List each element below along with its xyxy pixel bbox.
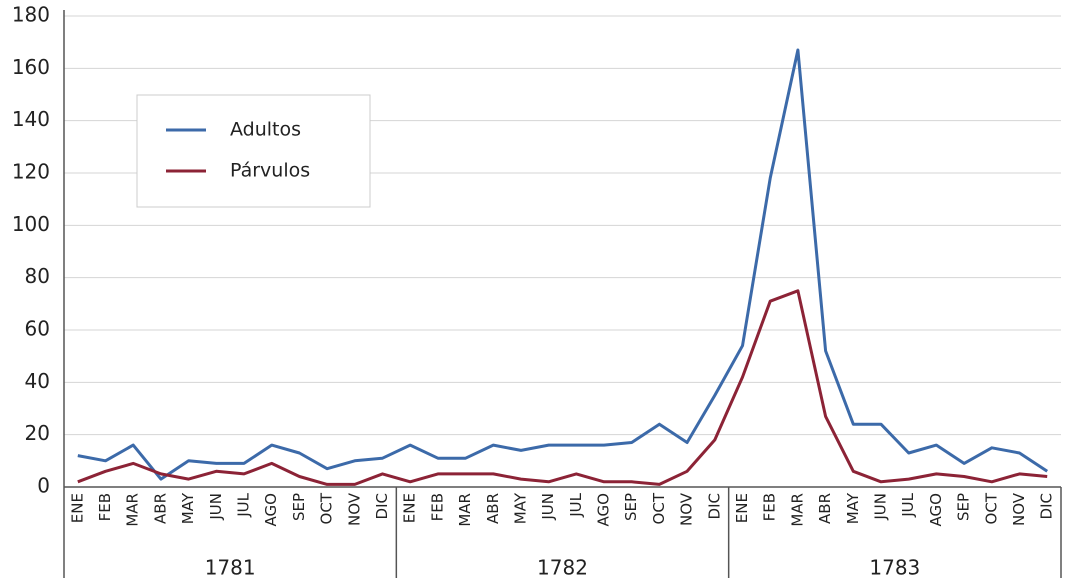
x-tick-label: MAR — [456, 493, 474, 527]
x-tick-label: ENE — [401, 493, 419, 523]
y-tick-label: 180 — [12, 3, 50, 27]
series-line — [77, 48, 1049, 481]
series-line — [77, 289, 1048, 486]
x-tick-label: NOV — [678, 492, 696, 526]
y-tick-label: 100 — [12, 212, 50, 236]
x-tick-label: MAR — [788, 493, 806, 527]
x-tick-label: FEB — [96, 493, 114, 521]
x-tick-label: ENE — [733, 493, 751, 523]
y-tick-label: 120 — [12, 160, 50, 184]
y-tick-label: 40 — [25, 369, 50, 393]
x-tick-label: ABR — [151, 493, 169, 524]
x-tick-label: SEP — [955, 493, 973, 521]
x-tick-label: SEP — [622, 493, 640, 521]
y-tick-label: 140 — [12, 107, 50, 131]
x-tick-label: NOV — [1010, 492, 1028, 526]
x-tick-label: MAR — [124, 493, 142, 527]
x-tick-label: JUN — [871, 493, 889, 521]
y-tick-label: 20 — [25, 421, 50, 445]
legend-label: Párvulos — [230, 160, 310, 182]
x-tick-label: MAY — [844, 492, 862, 524]
x-tick-label: JUL — [899, 492, 917, 517]
x-tick-label: JUL — [235, 492, 253, 517]
x-tick-label: DIC — [705, 493, 723, 519]
x-tick-label: DIC — [1038, 493, 1056, 519]
x-tick-label: JUL — [567, 492, 585, 517]
x-tick-label: MAY — [511, 492, 529, 524]
x-tick-label: DIC — [373, 493, 391, 519]
x-tick-label: FEB — [761, 493, 779, 521]
x-tick-label: SEP — [290, 493, 308, 521]
x-tick-label: NOV — [345, 492, 363, 526]
x-tick-label: AGO — [927, 493, 945, 526]
group-label: 1782 — [537, 556, 588, 580]
group-label: 1781 — [205, 556, 256, 580]
y-tick-label: 80 — [25, 264, 50, 288]
x-tick-label: FEB — [428, 493, 446, 521]
x-tick-label: OCT — [982, 492, 1000, 524]
legend-box — [136, 94, 371, 208]
y-tick-label: 60 — [25, 317, 50, 341]
x-tick-label: JUN — [207, 493, 225, 521]
x-tick-label: ABR — [816, 493, 834, 524]
x-tick-label: AGO — [262, 493, 280, 526]
x-tick-label: AGO — [595, 493, 613, 526]
legend-label: Adultos — [230, 119, 301, 141]
x-tick-label: ABR — [484, 493, 502, 524]
y-tick-label: 0 — [37, 474, 50, 498]
x-tick-label: ENE — [68, 493, 86, 523]
x-tick-label: MAY — [179, 492, 197, 524]
group-label: 1783 — [869, 556, 920, 580]
x-tick-label: OCT — [650, 492, 668, 524]
x-tick-label: JUN — [539, 493, 557, 521]
y-tick-label: 160 — [12, 55, 50, 79]
x-tick-label: OCT — [318, 492, 336, 524]
